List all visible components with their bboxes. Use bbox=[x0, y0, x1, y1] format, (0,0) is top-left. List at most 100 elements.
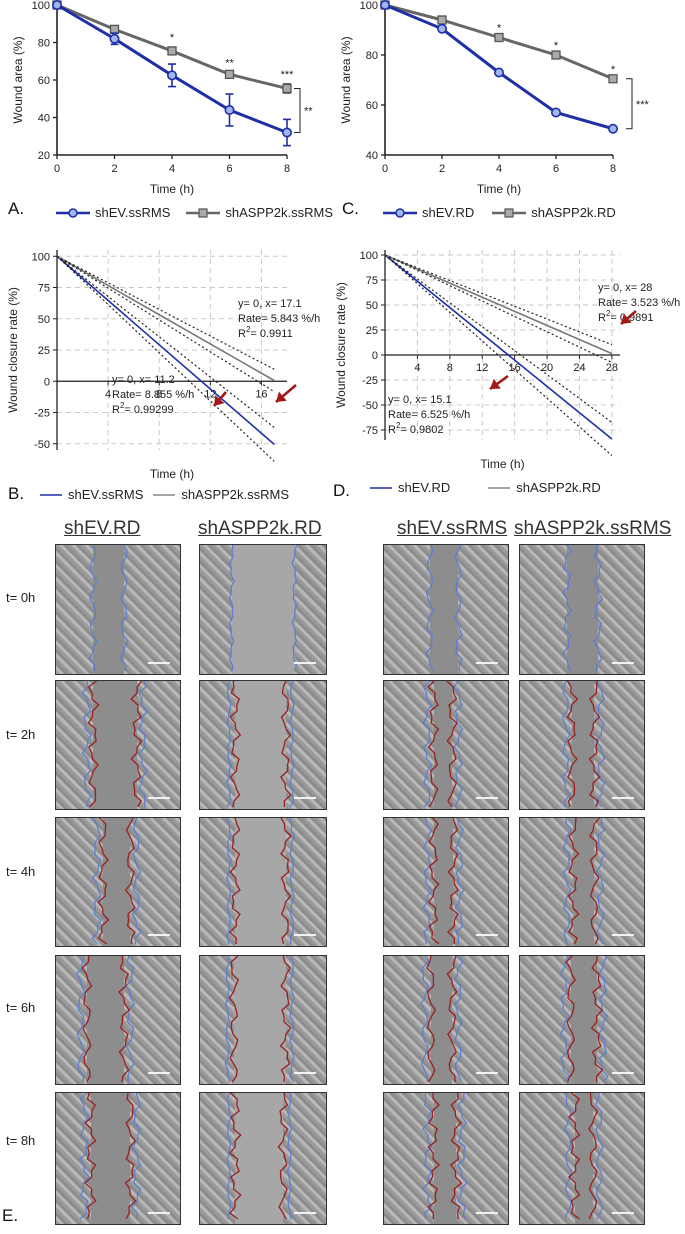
wound-edge-current bbox=[118, 956, 131, 1083]
time-label-6h: t= 6h bbox=[6, 1000, 36, 1015]
legend-a-item-1: shEV.ssRMS bbox=[56, 205, 170, 220]
micrograph-col-title-2: shASPP2k.RD bbox=[198, 518, 322, 539]
wound-outline-overlay bbox=[75, 956, 136, 1083]
significance-star: *** bbox=[281, 69, 295, 81]
x-tick-label: 4 bbox=[169, 163, 175, 175]
wound-outline-overlay bbox=[226, 681, 295, 808]
wound-edge-current bbox=[446, 818, 459, 945]
y-tick-label: 100 bbox=[32, 0, 50, 12]
red-arrow-head bbox=[490, 378, 501, 389]
wound-edge-initial bbox=[286, 1093, 293, 1220]
data-point-shEV.ssRMS bbox=[224, 105, 235, 116]
x-tick-label: 24 bbox=[573, 362, 585, 374]
legend-circle-marker-icon bbox=[56, 207, 90, 218]
wound-gap-area bbox=[234, 956, 286, 1084]
wound-edge-current bbox=[565, 956, 576, 1083]
time-label-4h: t= 4h bbox=[6, 864, 36, 879]
wound-edge-current bbox=[124, 818, 136, 945]
wound-gap-area bbox=[433, 1093, 456, 1224]
micrograph-image bbox=[199, 1092, 327, 1225]
wound-edge-initial bbox=[559, 956, 571, 1083]
y-tick-label: 100 bbox=[360, 250, 378, 262]
wound-edge-initial bbox=[289, 681, 295, 808]
micrograph-image bbox=[199, 544, 327, 675]
scale-bar bbox=[612, 934, 634, 936]
wound-gap-area bbox=[235, 1093, 284, 1224]
wound-gap-area bbox=[433, 681, 453, 809]
fit-line-shASPP2k.RD bbox=[56, 255, 275, 382]
wound-edge-current bbox=[97, 818, 110, 945]
panel-label-c: C. bbox=[342, 199, 359, 218]
wound-edge-current bbox=[229, 1093, 242, 1220]
wound-edge-initial bbox=[131, 818, 142, 944]
x-tick-label: 2 bbox=[439, 163, 445, 175]
y-tick-label: 50 bbox=[38, 314, 50, 326]
fit-r2-label: R2= 0.99299 bbox=[112, 401, 174, 416]
y-tick-label: 100 bbox=[360, 0, 378, 12]
micrograph-image bbox=[519, 955, 645, 1085]
scale-bar bbox=[148, 1072, 170, 1074]
confidence-band-shEV.RD bbox=[384, 254, 613, 457]
y-tick-label: -50 bbox=[362, 400, 378, 412]
wound-outline-overlay bbox=[226, 1093, 293, 1220]
x-tick-label: 20 bbox=[541, 362, 553, 374]
legend-a-item-2: shASPP2k.ssRMS bbox=[186, 205, 333, 220]
wound-edge-current bbox=[446, 681, 458, 808]
wound-edge-current bbox=[130, 681, 143, 808]
significance-star: * bbox=[170, 32, 175, 44]
legend-line-icon bbox=[153, 493, 176, 496]
y-tick-label: 75 bbox=[366, 275, 378, 287]
x-tick-label: 0 bbox=[382, 163, 388, 175]
wound-edge-initial bbox=[561, 545, 573, 672]
wound-gap-area bbox=[235, 681, 286, 809]
data-point-shASPP2k.ssRMS bbox=[109, 24, 120, 35]
y-tick-label: 75 bbox=[38, 283, 50, 295]
legend-circle-marker-icon bbox=[383, 207, 417, 218]
x-tick-label: 0 bbox=[54, 163, 60, 175]
wound-edge-initial bbox=[597, 956, 609, 1083]
time-label-2h: t= 2h bbox=[6, 727, 36, 742]
micrograph-image bbox=[519, 1092, 645, 1225]
time-label-0h: t= 0h bbox=[6, 590, 36, 605]
wound-edge-current bbox=[280, 681, 292, 808]
data-point-shASPP2k.RD bbox=[437, 15, 447, 25]
x-tick-label: 4 bbox=[105, 388, 111, 400]
y-axis-title: Wound closure rate (%) bbox=[6, 287, 20, 413]
wound-edge-current bbox=[588, 681, 601, 808]
y-tick-label: 25 bbox=[38, 345, 50, 357]
significance-star: * bbox=[611, 64, 616, 76]
wound-edge-initial bbox=[592, 545, 604, 672]
wound-edge-initial bbox=[453, 545, 463, 672]
wound-edge-current bbox=[279, 956, 292, 1083]
legend-d-item-2: shASPP2k.RD bbox=[488, 480, 601, 495]
wound-edge-initial bbox=[119, 545, 129, 672]
wound-edge-initial bbox=[421, 1093, 433, 1220]
fit-line-shEV.RD bbox=[384, 254, 613, 440]
wound-edge-current bbox=[426, 956, 437, 1083]
confidence-band-shEV.RD bbox=[56, 255, 275, 428]
wound-outline-overlay bbox=[425, 545, 463, 672]
fit-r2-label: R2= 0.9911 bbox=[238, 325, 293, 340]
wound-outline-overlay bbox=[228, 545, 298, 672]
wound-edge-current bbox=[277, 1093, 289, 1220]
data-point-shEV.RD bbox=[437, 23, 448, 34]
scale-bar bbox=[148, 662, 170, 664]
data-point-shASPP2k.RD bbox=[551, 50, 561, 60]
significance-star: * bbox=[497, 23, 502, 35]
legend-b: shEV.ssRMS shASPP2k.ssRMS bbox=[40, 487, 289, 502]
wound-edge-initial bbox=[454, 818, 465, 945]
micrograph-col-title-3: shEV.ssRMS bbox=[397, 518, 508, 539]
red-arrow-head bbox=[276, 391, 287, 402]
x-axis-title: Time (h) bbox=[150, 467, 194, 481]
data-point-shEV.ssRMS bbox=[51, 0, 62, 10]
panel-label-b: B. bbox=[8, 484, 25, 503]
x-tick-label: 4 bbox=[496, 163, 502, 175]
wound-edge-current bbox=[427, 681, 440, 808]
micrograph-image bbox=[383, 544, 509, 675]
wound-edge-initial bbox=[291, 545, 298, 672]
data-point-shEV.RD bbox=[551, 107, 562, 118]
wound-outline-overlay bbox=[224, 956, 296, 1083]
x-tick-label: 8 bbox=[447, 362, 453, 374]
